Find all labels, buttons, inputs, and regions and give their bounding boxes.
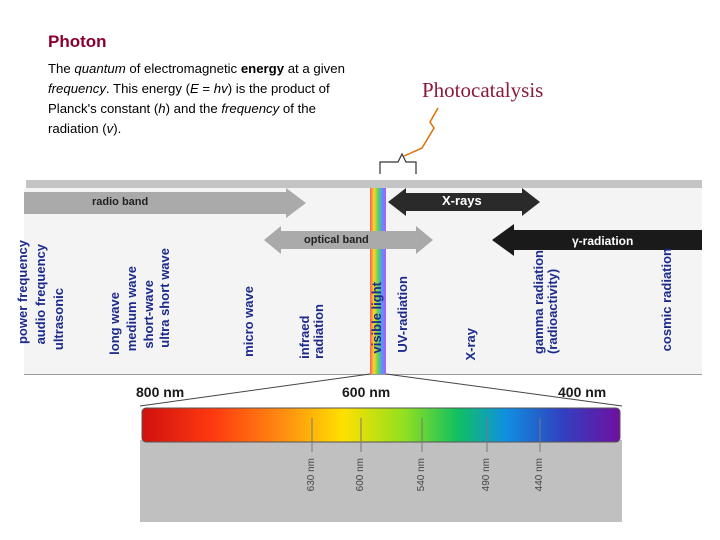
- description-fragment: h: [158, 101, 166, 116]
- range-bracket: [379, 152, 417, 174]
- spectrum-tick-label: 490 nm: [481, 458, 492, 492]
- description-fragment: at a given: [284, 61, 345, 76]
- description-fragment: ) and the: [165, 101, 222, 116]
- description-fragment: hv: [213, 81, 228, 96]
- spectrum-chart: radio band optical band X-rays γ-radiati…: [15, 188, 702, 375]
- label-micro-wave: micro wave: [241, 286, 256, 357]
- spectrum-tick-label: 600 nm: [355, 458, 366, 492]
- label-medium-wave: medium wave: [124, 266, 139, 352]
- spectrum-header-bar: [26, 180, 702, 188]
- spectrum-chart-canvas: [24, 188, 702, 374]
- description-fragment: of electromagnetic: [125, 61, 241, 76]
- spectrum-base-panel: [140, 440, 622, 522]
- label-gamma-radiation: gamma radiation (radioactivity): [531, 250, 560, 355]
- spectrum-tick-label: 540 nm: [416, 458, 427, 492]
- description-fragment: The: [48, 61, 75, 76]
- description-fragment: ) is the product of Planck's constant (: [48, 81, 330, 116]
- label-audio-frequency: audio frequency: [33, 244, 48, 345]
- optical-band-label: optical band: [304, 234, 369, 246]
- description-fragment: frequency: [48, 81, 106, 96]
- label-short-wave: short-wave: [141, 280, 156, 349]
- description-fragment: energy: [240, 61, 285, 76]
- optical-band-arrow: [264, 226, 433, 254]
- spectrum-tick-label: 440 nm: [534, 458, 545, 492]
- nm-400-label: 400 nm: [558, 384, 607, 400]
- label-cosmic-radiation: cosmic radiation: [659, 248, 674, 352]
- photon-description: The quantum of electromagnetic energy at…: [48, 59, 348, 139]
- spectrum-gradient: [141, 407, 621, 443]
- label-uv-radiation: UV-radiation: [395, 276, 410, 353]
- radio-band-label: radio band: [92, 196, 149, 208]
- xrays-arrow: [388, 188, 540, 216]
- label-infrared-radiation: infraed radiation: [297, 304, 326, 359]
- description-fragment: ).: [113, 121, 122, 136]
- description-fragment: . This energy (: [105, 81, 190, 96]
- photon-title: Photon: [48, 32, 107, 51]
- gamma-arrow: [492, 224, 702, 256]
- gamma-label: γ-radiation: [572, 234, 634, 248]
- description-fragment: =: [198, 81, 214, 96]
- description-fragment: of the radiation (: [48, 101, 316, 136]
- radio-band-arrow: [24, 188, 306, 218]
- xrays-label: X-rays: [442, 193, 482, 208]
- description-fragment: frequency: [221, 101, 280, 116]
- label-power-frequency: power frequency: [15, 240, 30, 345]
- description-fragment: v: [106, 121, 114, 136]
- spectrum-tick-label: 630 nm: [306, 458, 317, 492]
- photocatalysis-label: Photocatalysis: [422, 78, 544, 102]
- label-ultra-short-wave: ultra short wave: [157, 248, 172, 348]
- label-ultrasonic: ultrasonic: [51, 288, 66, 351]
- label-long-wave: long wave: [107, 292, 122, 355]
- label-x-ray: X-ray: [463, 328, 478, 361]
- description-fragment: E: [189, 81, 199, 96]
- description-fragment: quantum: [74, 61, 126, 76]
- nm-600-label: 600 nm: [342, 384, 391, 400]
- label-visible-light: visible light: [369, 282, 384, 354]
- nm-800-label: 800 nm: [136, 384, 185, 400]
- lightning-line: [403, 107, 439, 157]
